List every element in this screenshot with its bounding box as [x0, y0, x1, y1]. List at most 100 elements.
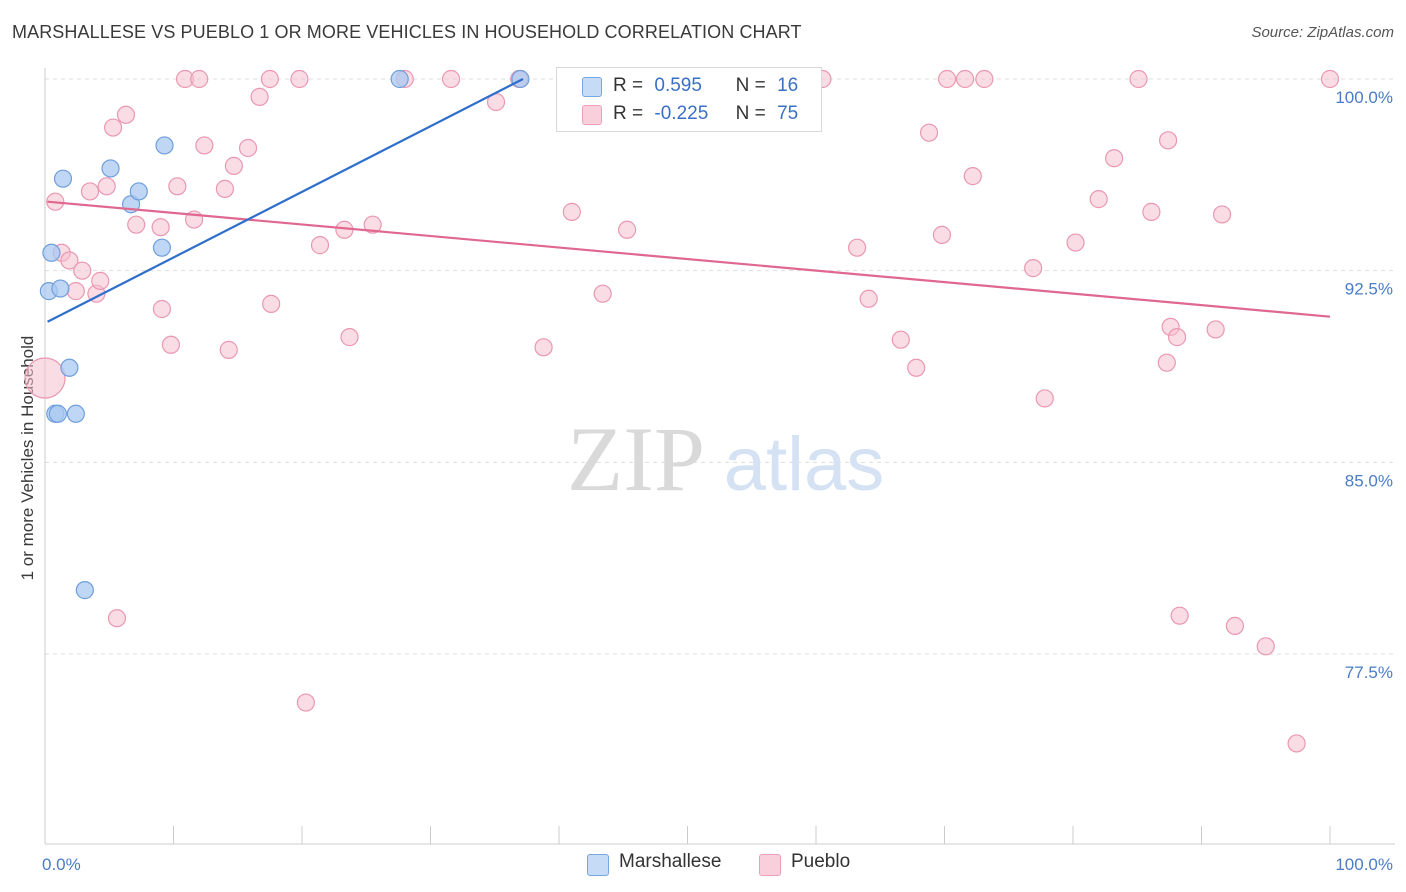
- stats-legend: R = 0.595 N = 16 R = -0.225 N = 75: [556, 67, 822, 132]
- pueblo-point: [260, 69, 279, 89]
- pueblo-trend-line: [47, 200, 1331, 318]
- pueblo-point: [152, 299, 172, 319]
- legend-n-value: 16: [777, 75, 799, 96]
- pueblo-point: [80, 182, 100, 201]
- pueblo-point: [859, 289, 878, 308]
- pueblo-point: [1089, 190, 1108, 209]
- pueblo-point: [932, 225, 952, 244]
- pueblo-swatch-icon: [582, 105, 602, 125]
- y-tick-label: 92.5%: [1345, 280, 1393, 299]
- pueblo-point: [97, 177, 116, 196]
- pueblo-point: [250, 87, 269, 106]
- pueblo-point: [907, 358, 926, 377]
- axes: [44, 68, 1395, 845]
- pueblo-point: [1129, 69, 1148, 89]
- pueblo-point: [60, 251, 79, 270]
- pueblo-point: [290, 69, 309, 89]
- marshallese-swatch-icon: [582, 77, 602, 97]
- pueblo-point: [562, 202, 581, 221]
- pueblo-point: [1035, 389, 1054, 408]
- legend-r-label: R =: [613, 75, 644, 96]
- pueblo-point: [1167, 328, 1187, 347]
- pueblo-point: [238, 138, 258, 158]
- marshallese-point: [51, 279, 70, 298]
- marshallese-point: [152, 238, 172, 257]
- bottom-legend-marshallese: Marshallese: [587, 851, 722, 876]
- marshallese-trend-line: [47, 78, 524, 323]
- marshallese-point: [66, 404, 85, 423]
- watermark-atlas: atlas: [724, 422, 885, 507]
- pueblo-point: [91, 271, 110, 290]
- marshallese-point: [155, 136, 174, 155]
- legend-n-value: 75: [777, 103, 799, 124]
- pueblo-point: [1158, 131, 1178, 150]
- legend-r-value: -0.225: [654, 103, 709, 124]
- pueblo-point: [363, 215, 382, 234]
- pueblo-point: [195, 136, 214, 155]
- pueblo-point: [891, 330, 910, 349]
- pueblo-point: [127, 215, 146, 234]
- watermark-zip: ZIP: [567, 408, 705, 510]
- y-tick-label: 100.0%: [1335, 88, 1393, 107]
- marshallese-point: [48, 404, 67, 423]
- pueblo-point: [215, 179, 234, 198]
- pueblo-point: [534, 338, 553, 357]
- marshallese-point: [53, 169, 73, 188]
- pueblo-point: [1024, 259, 1043, 278]
- x-tick-label: 0.0%: [42, 855, 81, 874]
- marshallese-point: [390, 69, 409, 89]
- bottom-legend-label: Pueblo: [791, 851, 851, 872]
- pueblo-point: [963, 167, 982, 186]
- pueblo-point: [224, 156, 243, 175]
- marshallese-points: [39, 69, 530, 600]
- pueblo-point: [190, 69, 209, 89]
- pueblo-point: [310, 236, 330, 255]
- tick-labels: 77.5% 85.0% 92.5% 100.0% 0.0% 100.0%: [42, 88, 1393, 874]
- pueblo-point: [955, 69, 975, 89]
- marshallese-point: [60, 358, 79, 377]
- marshallese-point: [75, 581, 94, 600]
- pueblo-point: [340, 328, 359, 347]
- pueblo-point: [1212, 205, 1232, 224]
- bottom-legend-pueblo: Pueblo: [759, 851, 851, 876]
- marshallese-point: [129, 182, 148, 201]
- legend-r-label: R =: [613, 103, 644, 124]
- pueblo-point: [441, 69, 461, 89]
- pueblo-point: [1320, 69, 1340, 89]
- legend-n-label: N =: [735, 103, 766, 124]
- pueblo-point: [73, 261, 92, 280]
- pueblo-point: [168, 177, 187, 196]
- chart-title: MARSHALLESE VS PUEBLO 1 OR MORE VEHICLES…: [12, 22, 802, 42]
- pueblo-point: [1225, 616, 1245, 635]
- marshallese-point: [42, 243, 61, 262]
- trend-lines: [47, 78, 1331, 323]
- pueblo-point: [219, 340, 238, 359]
- legend-n-label: N =: [735, 75, 766, 96]
- pueblo-point: [1170, 606, 1189, 625]
- marshallese-point: [511, 69, 530, 89]
- gridlines: [45, 78, 1395, 655]
- pueblo-point: [107, 609, 127, 628]
- bottom-legend-label: Marshallese: [619, 851, 722, 872]
- pueblo-point: [66, 282, 85, 301]
- y-tick-label: 77.5%: [1345, 663, 1393, 682]
- pueblo-point: [1105, 149, 1124, 168]
- pueblo-point: [975, 69, 994, 89]
- pueblo-point: [1157, 353, 1176, 372]
- pueblo-point: [593, 284, 612, 303]
- pueblo-point: [937, 69, 957, 89]
- pueblo-legend-icon: [759, 854, 781, 876]
- pueblo-point: [1142, 202, 1161, 221]
- pueblo-point: [1066, 233, 1085, 252]
- marshallese-point: [101, 159, 120, 178]
- pueblo-point: [1287, 734, 1306, 753]
- y-tick-label: 85.0%: [1345, 471, 1393, 490]
- pueblo-point: [104, 118, 123, 137]
- x-tick-label: 100.0%: [1335, 855, 1393, 874]
- pueblo-point: [151, 218, 170, 237]
- pueblo-point: [1206, 320, 1225, 339]
- marshallese-legend-icon: [587, 854, 609, 876]
- legend-r-value: 0.595: [654, 75, 702, 96]
- pueblo-point: [24, 357, 66, 399]
